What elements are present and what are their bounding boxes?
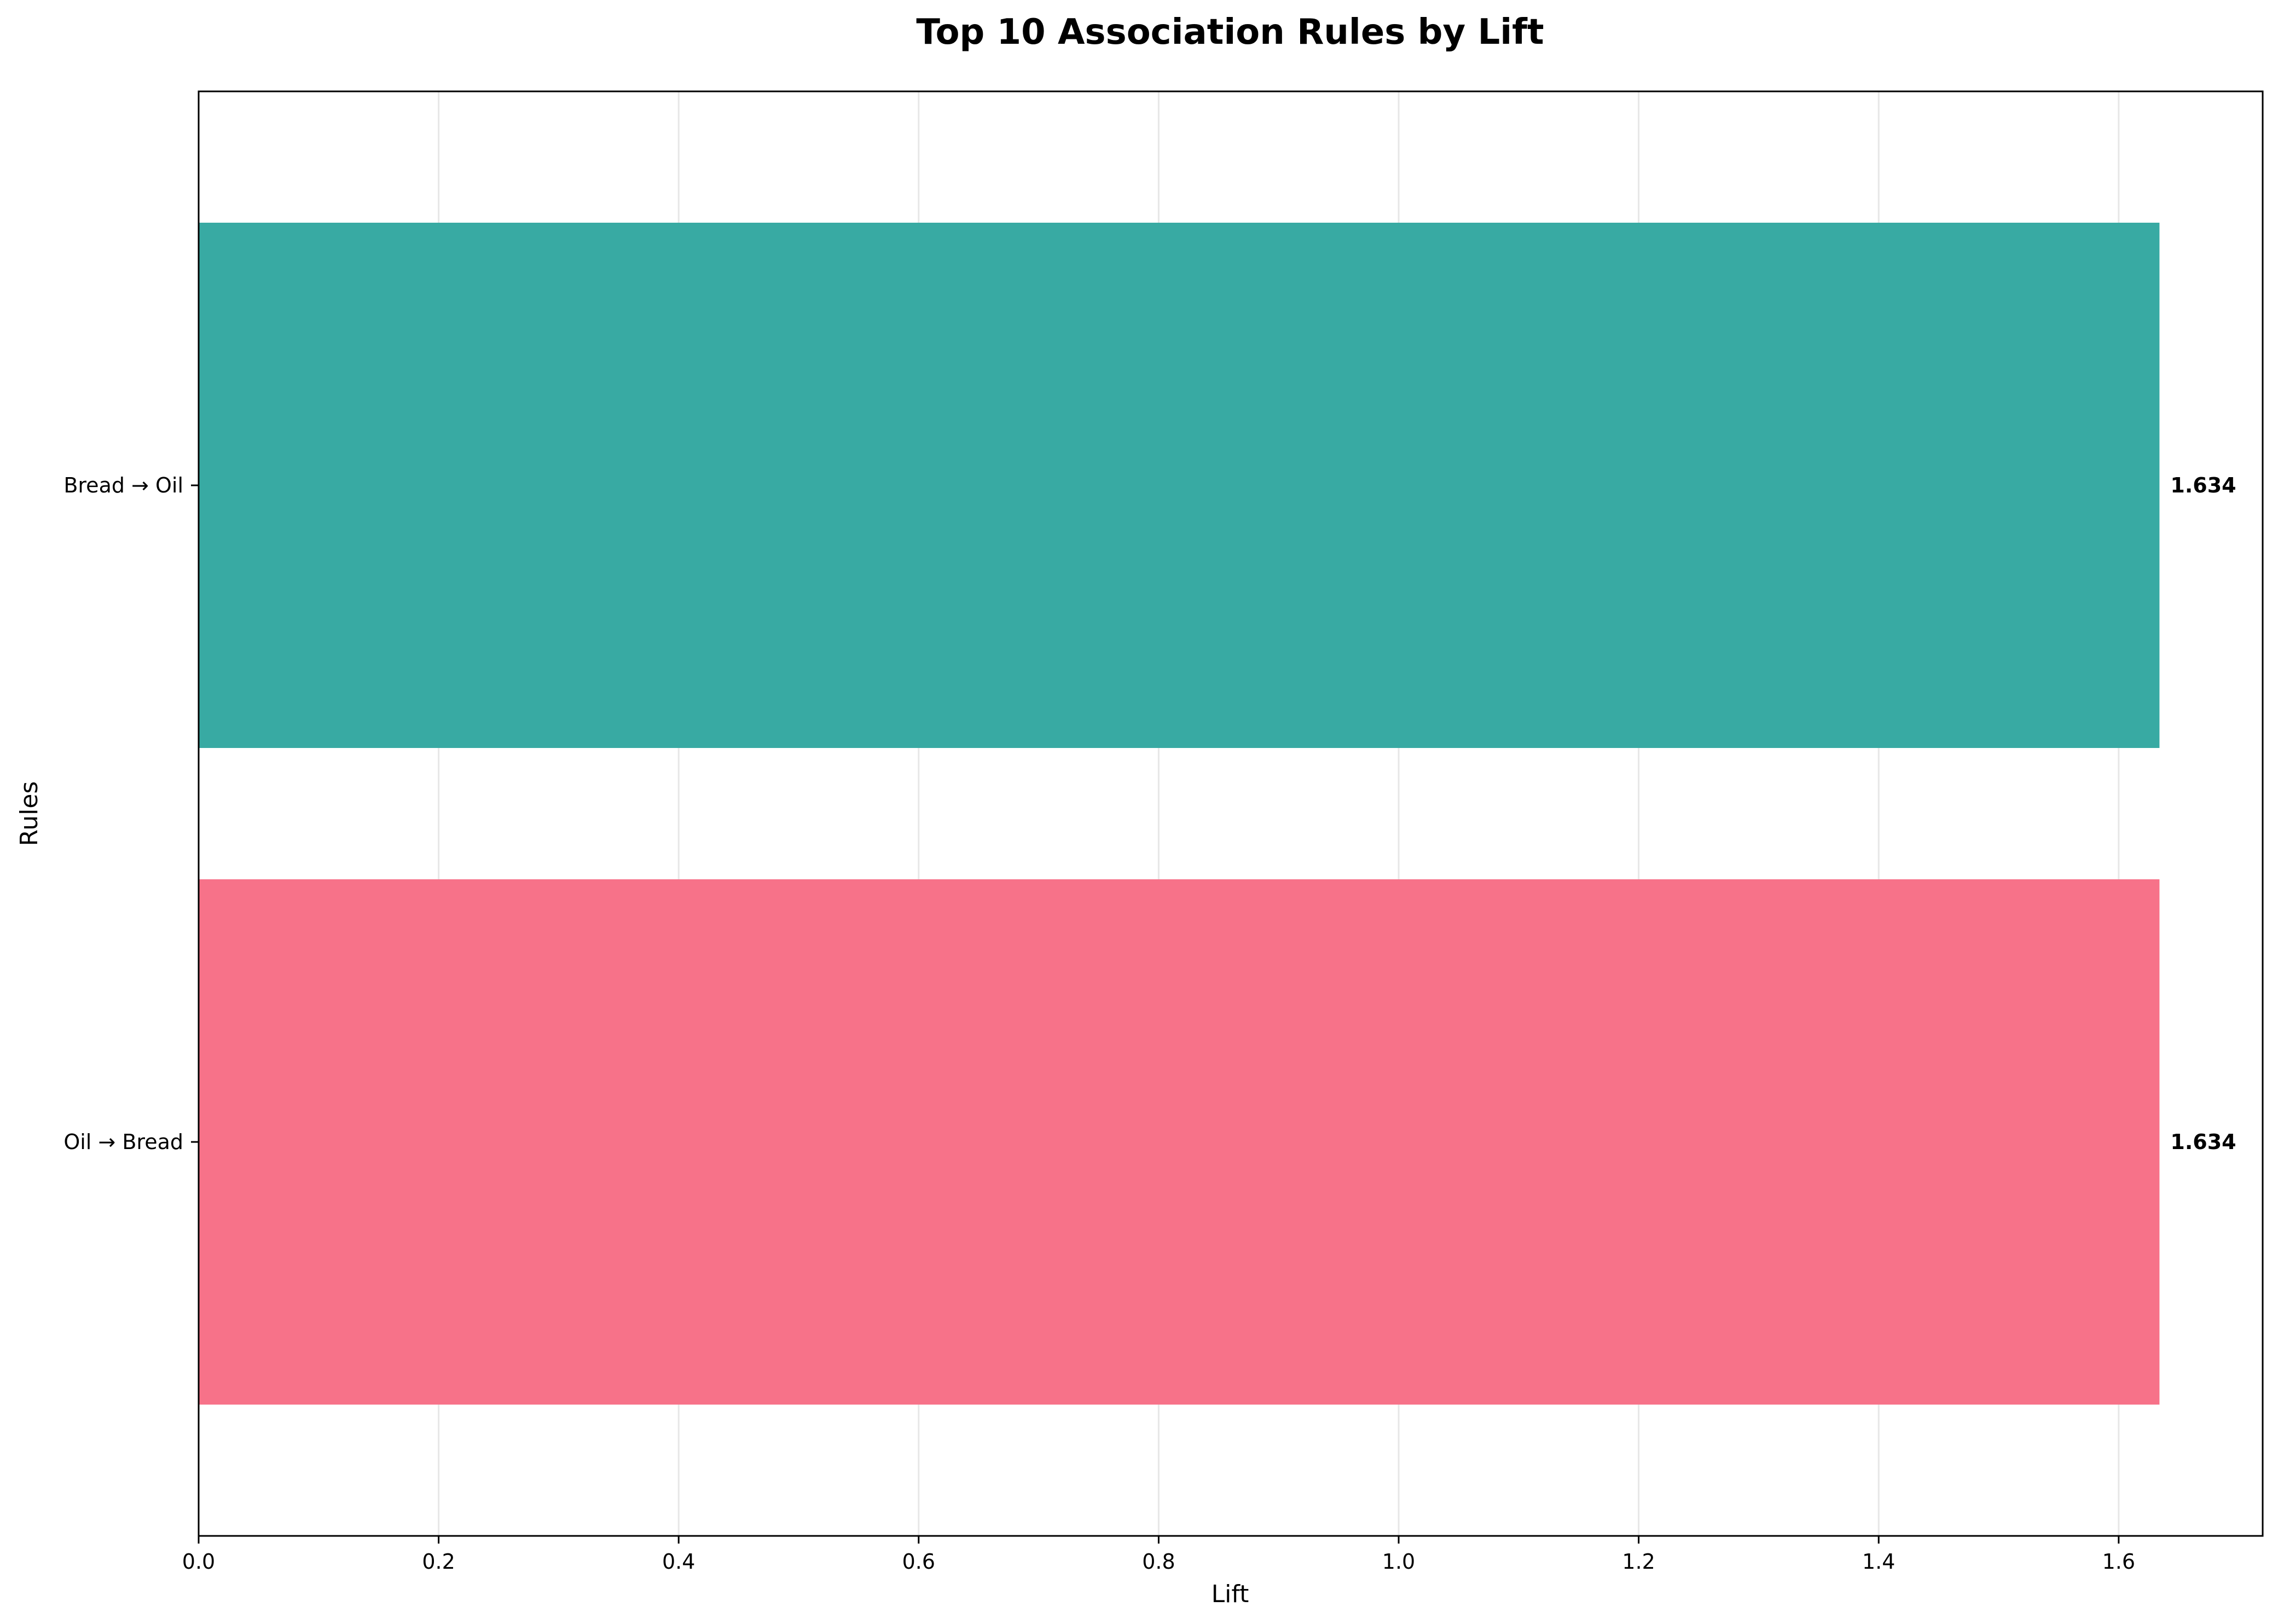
x-tick-label: 0.0 <box>182 1550 215 1574</box>
y-tick-label: Oil → Bread <box>63 1130 183 1154</box>
x-tick-label: 0.4 <box>662 1550 695 1574</box>
x-axis-ticks: 0.0 0.2 0.4 0.6 0.8 1.0 1.2 1.4 1.6 <box>182 1536 2135 1574</box>
chart-title: Top 10 Association Rules by Lift <box>916 12 1544 53</box>
x-tick-label: 0.8 <box>1142 1550 1175 1574</box>
bar <box>199 879 2160 1405</box>
bar <box>199 223 2160 748</box>
y-axis-label: Rules <box>15 781 43 846</box>
bars <box>199 223 2160 1405</box>
y-tick-label: Bread → Oil <box>63 473 183 497</box>
x-tick-label: 1.0 <box>1382 1550 1415 1574</box>
plot-frame <box>198 90 2264 1537</box>
y-axis-ticks: Bread → Oil Oil → Bread <box>63 473 199 1154</box>
bar-value-label: 1.634 <box>2170 1130 2236 1154</box>
x-tick-label: 0.6 <box>902 1550 935 1574</box>
x-tick-label: 1.4 <box>1862 1550 1895 1574</box>
x-axis-label: Lift <box>1212 1580 1249 1608</box>
x-tick-label: 1.2 <box>1622 1550 1655 1574</box>
bar-value-label: 1.634 <box>2170 473 2236 497</box>
x-tick-label: 0.2 <box>422 1550 455 1574</box>
data-labels: 1.634 1.634 <box>2170 473 2236 1154</box>
x-tick-label: 1.6 <box>2102 1550 2135 1574</box>
